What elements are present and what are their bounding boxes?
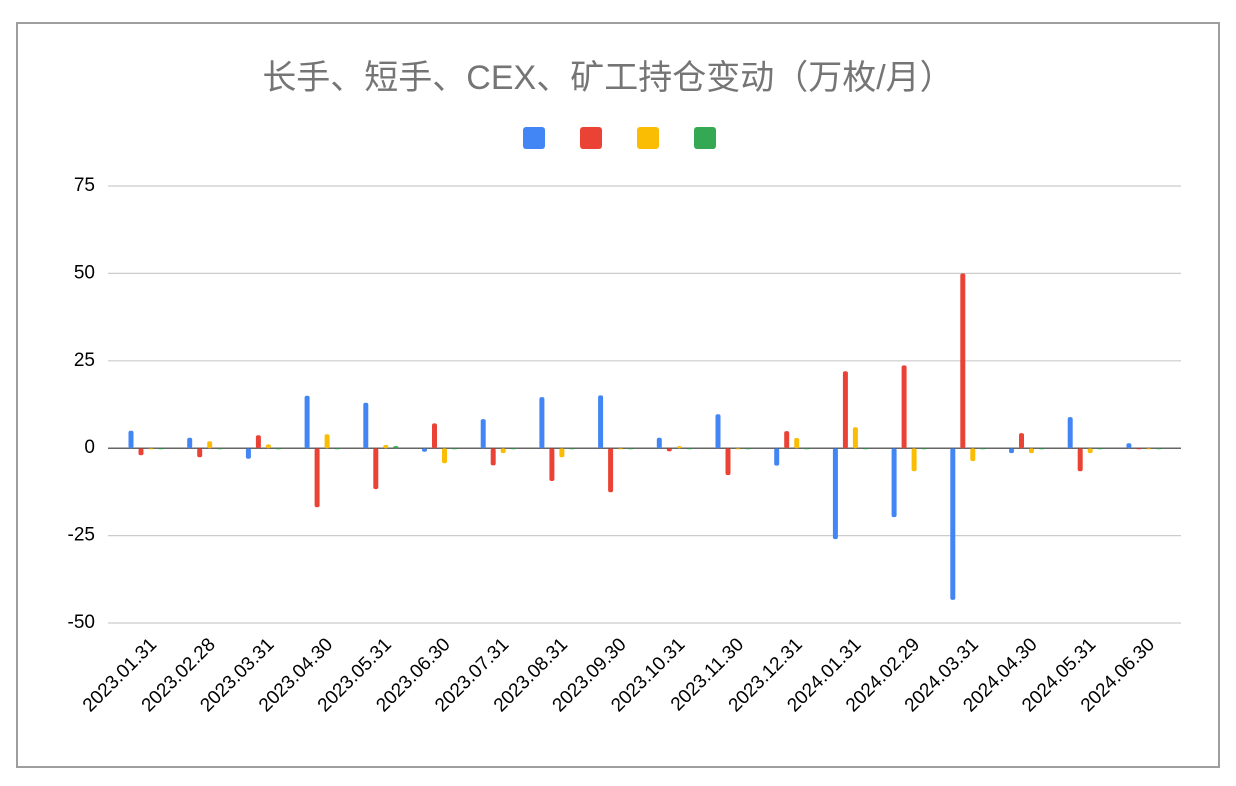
- bar: [1029, 448, 1034, 454]
- bar: [314, 448, 320, 508]
- bar: [187, 437, 193, 449]
- bar: [970, 448, 976, 462]
- legend-swatch: [523, 127, 545, 149]
- bar: [715, 414, 721, 449]
- bar: [148, 448, 154, 450]
- bar: [138, 448, 144, 456]
- bar: [373, 448, 379, 490]
- y-tick-label: -25: [68, 525, 95, 546]
- bar: [480, 419, 486, 449]
- bar: [452, 448, 457, 450]
- bar: [618, 448, 624, 450]
- bar: [442, 448, 447, 464]
- bar: [921, 448, 927, 450]
- bar: [128, 430, 134, 449]
- bar: [832, 448, 838, 540]
- bar: [1146, 448, 1152, 450]
- bar: [804, 448, 810, 450]
- bar: [245, 448, 251, 459]
- bar: [608, 448, 614, 493]
- bar: [510, 448, 516, 450]
- bar: [383, 445, 389, 449]
- bar: [676, 446, 682, 449]
- bar: [842, 371, 848, 449]
- chart-border: [16, 22, 1220, 768]
- bar: [1126, 443, 1132, 449]
- bar: [422, 448, 427, 452]
- bar: [393, 446, 399, 449]
- bar: [304, 395, 310, 449]
- bar: [432, 423, 437, 449]
- y-tick-label: 0: [84, 437, 95, 458]
- y-tick-label: 25: [74, 350, 95, 371]
- bar: [666, 448, 672, 452]
- bar: [1077, 448, 1083, 472]
- bar: [1136, 448, 1142, 450]
- bar: [549, 448, 555, 482]
- bar: [725, 448, 731, 476]
- bar: [950, 448, 956, 600]
- bar: [559, 448, 565, 458]
- bar: [197, 448, 203, 458]
- bar: [217, 448, 223, 450]
- bar: [784, 431, 790, 449]
- bar: [628, 448, 634, 450]
- bar: [911, 448, 917, 472]
- bar: [490, 448, 496, 466]
- y-tick-label: 50: [74, 262, 95, 283]
- legend-swatch: [694, 127, 716, 149]
- bar: [656, 437, 662, 449]
- bar: [275, 448, 281, 450]
- bar: [794, 438, 800, 449]
- bar: [1156, 448, 1162, 450]
- bar: [1067, 417, 1073, 449]
- bar: [207, 441, 213, 449]
- bar: [324, 434, 330, 449]
- bar: [265, 444, 271, 449]
- bar: [363, 402, 369, 449]
- bar: [1097, 448, 1103, 450]
- y-tick-label: -50: [68, 612, 95, 633]
- bar: [852, 427, 858, 449]
- bar: [539, 397, 545, 449]
- chart-title: 长手、短手、CEX、矿工持仓变动（万枚/月）: [262, 59, 953, 97]
- bar: [334, 448, 340, 450]
- bar: [569, 448, 575, 450]
- bar: [901, 365, 907, 449]
- bar: [1039, 448, 1044, 450]
- bar: [1087, 448, 1093, 454]
- bar: [598, 395, 604, 449]
- bar: [255, 435, 261, 449]
- bar: [1019, 433, 1024, 449]
- bar: [158, 448, 164, 450]
- bar: [1009, 448, 1014, 454]
- legend-swatch: [580, 127, 602, 149]
- bar: [735, 448, 741, 450]
- bar: [891, 448, 897, 518]
- bar: [774, 448, 780, 466]
- bar: [745, 448, 751, 450]
- bar: [862, 448, 868, 450]
- bar: [500, 448, 506, 454]
- legend-swatch: [637, 127, 659, 149]
- y-tick-label: 75: [74, 175, 95, 196]
- bar: [686, 448, 692, 450]
- bar: [980, 448, 986, 450]
- bar: [960, 273, 966, 449]
